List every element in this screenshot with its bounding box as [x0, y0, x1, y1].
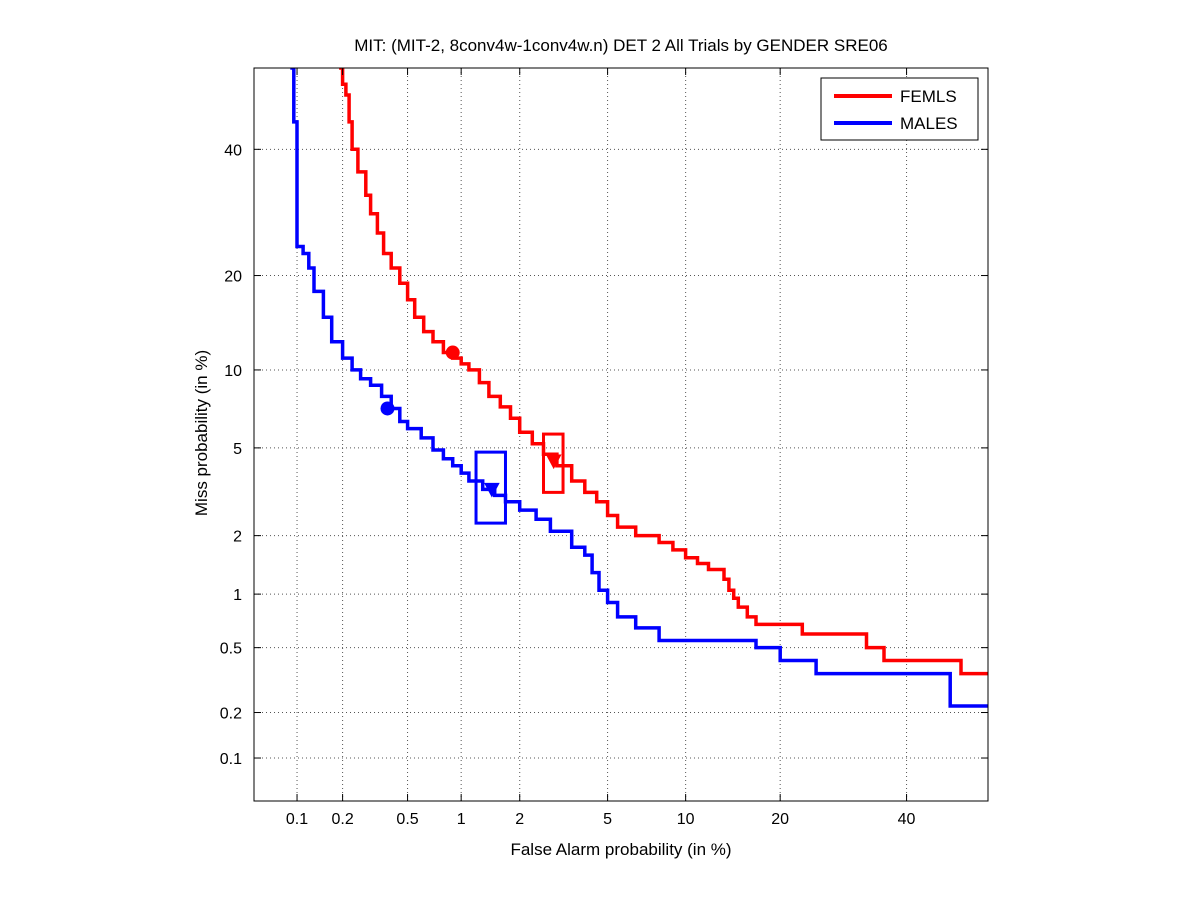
legend-label-femls: FEMLS — [900, 87, 957, 106]
y-tick-label-8: 40 — [224, 142, 242, 159]
y-tick-label-0: 0.1 — [220, 751, 242, 768]
min-dcf-marker-males — [380, 401, 395, 416]
x-tick-label-2: 0.5 — [396, 811, 418, 828]
y-tick-label-2: 0.5 — [220, 641, 242, 658]
x-tick-label-7: 20 — [771, 811, 789, 828]
confidence-box-males — [474, 450, 507, 525]
y-tick-label-7: 20 — [224, 269, 242, 286]
chart-title: MIT: (MIT-2, 8conv4w-1conv4w.n) DET 2 Al… — [354, 36, 887, 55]
x-tick-label-5: 5 — [603, 811, 612, 828]
x-tick-label-1: 0.2 — [331, 811, 353, 828]
y-tick-label-1: 0.2 — [220, 706, 242, 723]
marker-layer — [380, 345, 565, 525]
y-axis-title: Miss probability (in %) — [192, 350, 211, 516]
legend-box — [820, 77, 979, 141]
actual-dcf-marker-males — [484, 482, 500, 498]
y-tick-label-4: 2 — [233, 529, 242, 546]
min-dcf-marker-femls — [445, 345, 460, 360]
plot-area-frame — [253, 67, 989, 802]
x-tick-label-8: 40 — [898, 811, 916, 828]
confidence-box-femls — [542, 432, 565, 494]
series-line-males — [290, 68, 988, 708]
x-tick-label-4: 2 — [515, 811, 524, 828]
y-tick-label-5: 5 — [233, 441, 242, 458]
x-axis-title: False Alarm probability (in %) — [510, 840, 731, 859]
y-tick-label-3: 1 — [233, 587, 242, 604]
x-tick-label-6: 10 — [677, 811, 695, 828]
actual-dcf-marker-femls — [545, 454, 562, 470]
y-tick-label-6: 10 — [224, 363, 242, 380]
legend-label-males: MALES — [900, 114, 958, 133]
x-tick-label-0: 0.1 — [286, 811, 308, 828]
x-tick-label-3: 1 — [457, 811, 466, 828]
tick-layer: 0.1 0.2 0.5 1 2 5 10 20 40 0.1 0.2 0.5 1 2 5 10 20 40 — [220, 68, 988, 828]
legend: FEMLS MALES — [820, 77, 979, 141]
